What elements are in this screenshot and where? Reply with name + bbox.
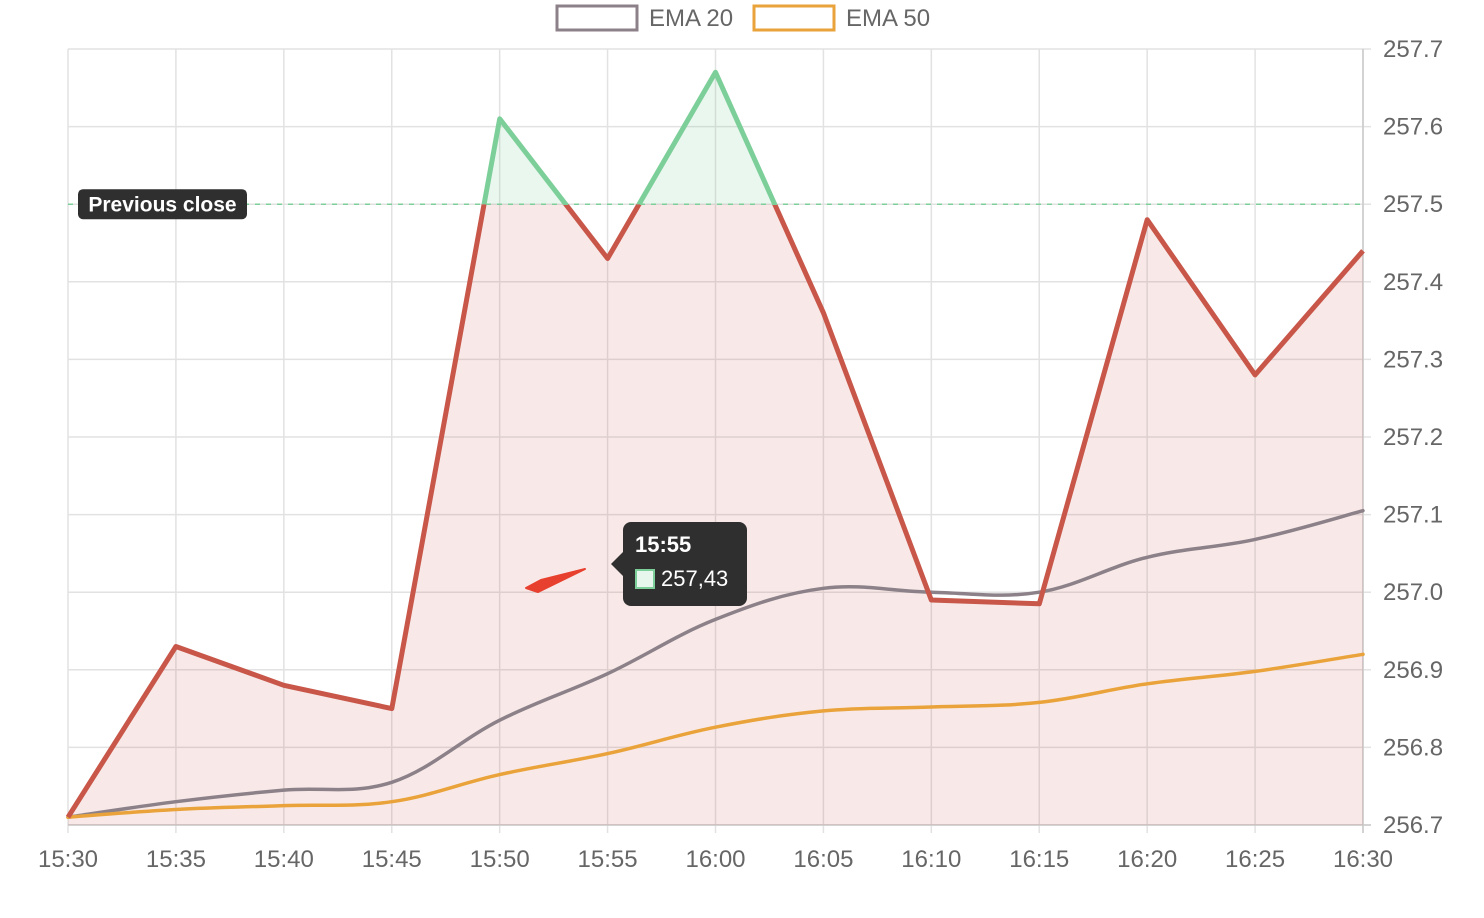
legend-swatch xyxy=(752,4,836,32)
previous-close-annotation: Previous close xyxy=(78,189,247,220)
legend-swatch xyxy=(555,4,639,32)
tooltip: 15:55 257,43 xyxy=(611,522,747,606)
legend-label: EMA 20 xyxy=(649,5,733,32)
y-tick-label: 257.6 xyxy=(1383,114,1443,141)
legend: EMA 20 EMA 50 xyxy=(555,4,930,32)
x-tick-label: 15:55 xyxy=(578,846,638,873)
tooltip-color-swatch xyxy=(635,569,655,589)
y-tick-label: 256.8 xyxy=(1383,734,1443,761)
series-line-ema-50 xyxy=(66,652,1365,819)
price-line-above xyxy=(481,69,778,205)
y-tick-label: 257.2 xyxy=(1383,424,1443,451)
annotation-label: Previous close xyxy=(88,194,236,217)
price-fill-above xyxy=(484,72,775,205)
x-tick-label: 16:05 xyxy=(793,846,853,873)
x-tick-label: 15:40 xyxy=(254,846,314,873)
y-tick-label: 256.7 xyxy=(1383,812,1443,839)
price-line-below xyxy=(65,204,1365,819)
x-tick-label: 15:30 xyxy=(38,846,98,873)
tooltip-title: 15:55 xyxy=(635,532,692,557)
x-tick-label: 16:30 xyxy=(1333,846,1393,873)
series-line-ema-20 xyxy=(66,508,1365,819)
y-tick-label: 257.3 xyxy=(1383,346,1443,373)
series-lines xyxy=(65,69,1365,819)
price-fill-below xyxy=(68,204,1363,825)
x-tick-label: 16:10 xyxy=(901,846,961,873)
price-fill-areas xyxy=(68,72,1363,825)
cursor-arrow-shape xyxy=(525,568,586,593)
chart-grid xyxy=(67,48,1371,833)
x-tick-label: 15:45 xyxy=(362,846,422,873)
x-tick-label: 15:35 xyxy=(146,846,206,873)
y-tick-label: 257.0 xyxy=(1383,579,1443,606)
annotation-box xyxy=(78,189,247,220)
y-tick-label: 257.5 xyxy=(1383,191,1443,218)
y-tick-label: 256.9 xyxy=(1383,657,1443,684)
x-tick-label: 16:00 xyxy=(685,846,745,873)
x-tick-label: 16:25 xyxy=(1225,846,1285,873)
y-tick-label: 257.7 xyxy=(1383,36,1443,63)
x-tick-label: 16:20 xyxy=(1117,846,1177,873)
x-tick-label: 16:15 xyxy=(1009,846,1069,873)
y-tick-label: 257.4 xyxy=(1383,269,1443,296)
tooltip-value: 257,43 xyxy=(661,566,729,591)
axis-tick-labels: 15:30 15:35 15:40 15:45 15:50 15:55 16:00 16:05… xyxy=(38,36,1443,873)
y-tick-label: 257.1 xyxy=(1383,502,1443,529)
legend-label: EMA 50 xyxy=(846,5,930,32)
mouse-cursor-icon xyxy=(525,568,586,593)
x-tick-label: 15:50 xyxy=(470,846,530,873)
